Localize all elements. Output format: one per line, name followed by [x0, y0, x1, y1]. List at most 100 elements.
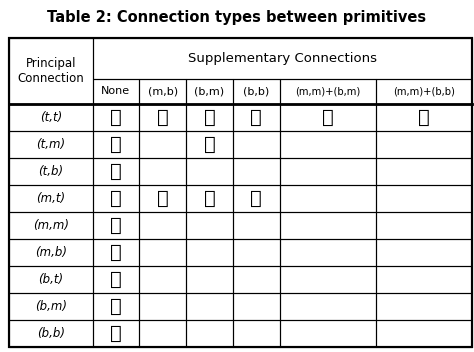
Text: ሐ: ሐ	[110, 216, 122, 235]
Bar	[92, 320, 139, 347]
Bar	[233, 239, 280, 266]
Bar	[139, 185, 186, 212]
Bar	[9, 320, 92, 347]
Bar	[233, 320, 280, 347]
Bar	[139, 320, 186, 347]
Bar	[92, 185, 139, 212]
Bar	[375, 131, 472, 158]
Bar	[233, 104, 280, 131]
Bar	[186, 78, 233, 104]
Bar	[92, 158, 139, 185]
Text: (m,b): (m,b)	[35, 246, 67, 259]
Text: (m,m)+(b,b): (m,m)+(b,b)	[392, 86, 455, 96]
Bar	[233, 212, 280, 239]
Bar	[139, 104, 186, 131]
Text: ቀ: ቀ	[322, 108, 333, 127]
Bar	[139, 131, 186, 158]
Bar	[233, 158, 280, 185]
Text: መ: መ	[110, 243, 122, 262]
Text: (t,m): (t,m)	[36, 138, 65, 151]
Bar	[92, 239, 139, 266]
Text: ለ: ለ	[157, 189, 169, 208]
Bar	[186, 320, 233, 347]
Text: ለ: ለ	[250, 189, 262, 208]
Bar	[186, 131, 233, 158]
Bar	[9, 239, 92, 266]
Text: ቀ: ቀ	[203, 108, 215, 127]
Bar	[375, 320, 472, 347]
Text: (m,m)+(b,m): (m,m)+(b,m)	[295, 86, 360, 96]
Text: ረ: ረ	[110, 162, 122, 181]
Bar	[186, 266, 233, 293]
Text: ቀ: ቀ	[203, 189, 215, 208]
Text: Supplementary Connections: Supplementary Connections	[188, 52, 377, 65]
Bar	[375, 158, 472, 185]
Bar	[186, 185, 233, 212]
Bar	[280, 293, 375, 320]
Bar	[233, 266, 280, 293]
Bar	[375, 239, 472, 266]
Text: (m,m): (m,m)	[33, 219, 69, 232]
Bar	[375, 185, 472, 212]
Text: (t,t): (t,t)	[40, 111, 62, 124]
Text: (b,m): (b,m)	[194, 86, 225, 96]
Bar	[92, 266, 139, 293]
Text: ፈ: ፈ	[157, 108, 169, 127]
Text: Table 2: Connection types between primitives: Table 2: Connection types between primit…	[47, 10, 427, 25]
Bar	[186, 212, 233, 239]
Bar	[280, 320, 375, 347]
Text: Principal
Connection: Principal Connection	[18, 57, 84, 85]
Bar	[139, 78, 186, 104]
Text: ሰ: ሰ	[110, 108, 122, 127]
Bar	[233, 131, 280, 158]
Bar	[280, 78, 375, 104]
Bar	[139, 266, 186, 293]
Text: (m,b): (m,b)	[147, 86, 178, 96]
Bar	[9, 104, 92, 131]
Bar	[375, 266, 472, 293]
Bar	[280, 158, 375, 185]
Text: ጸ: ጸ	[418, 108, 429, 127]
Bar	[233, 293, 280, 320]
Text: (m,t): (m,t)	[36, 192, 65, 205]
Bar	[9, 158, 92, 185]
Bar	[280, 104, 375, 131]
Bar	[92, 78, 139, 104]
Text: ተ: ተ	[110, 324, 122, 343]
Bar	[233, 185, 280, 212]
Bar	[9, 293, 92, 320]
Text: ለ: ለ	[110, 135, 122, 154]
Text: None: None	[101, 86, 130, 96]
Bar	[139, 212, 186, 239]
Bar	[375, 212, 472, 239]
Bar	[375, 104, 472, 131]
Bar	[375, 78, 472, 104]
Bar	[186, 158, 233, 185]
Bar	[280, 239, 375, 266]
Text: (b,t): (b,t)	[38, 273, 64, 286]
Bar	[9, 212, 92, 239]
Text: (b,b): (b,b)	[37, 327, 65, 340]
Bar	[375, 293, 472, 320]
Text: ቐ: ቐ	[110, 270, 122, 289]
Bar	[9, 131, 92, 158]
Bar	[280, 266, 375, 293]
Text: ሀ: ሀ	[110, 189, 122, 208]
Bar	[280, 185, 375, 212]
Bar	[92, 131, 139, 158]
Text: ቀ: ቀ	[203, 135, 215, 154]
Bar	[9, 185, 92, 212]
Bar	[139, 239, 186, 266]
Text: (b,m): (b,m)	[35, 300, 67, 313]
Bar	[186, 239, 233, 266]
Bar	[139, 158, 186, 185]
Text: ዐ: ዐ	[250, 108, 262, 127]
Bar	[92, 104, 139, 131]
Bar	[233, 78, 280, 104]
Bar	[92, 212, 139, 239]
Bar	[9, 38, 92, 104]
Bar	[139, 293, 186, 320]
Bar	[186, 293, 233, 320]
Text: (b,b): (b,b)	[243, 86, 269, 96]
Text: በ: በ	[110, 297, 122, 316]
